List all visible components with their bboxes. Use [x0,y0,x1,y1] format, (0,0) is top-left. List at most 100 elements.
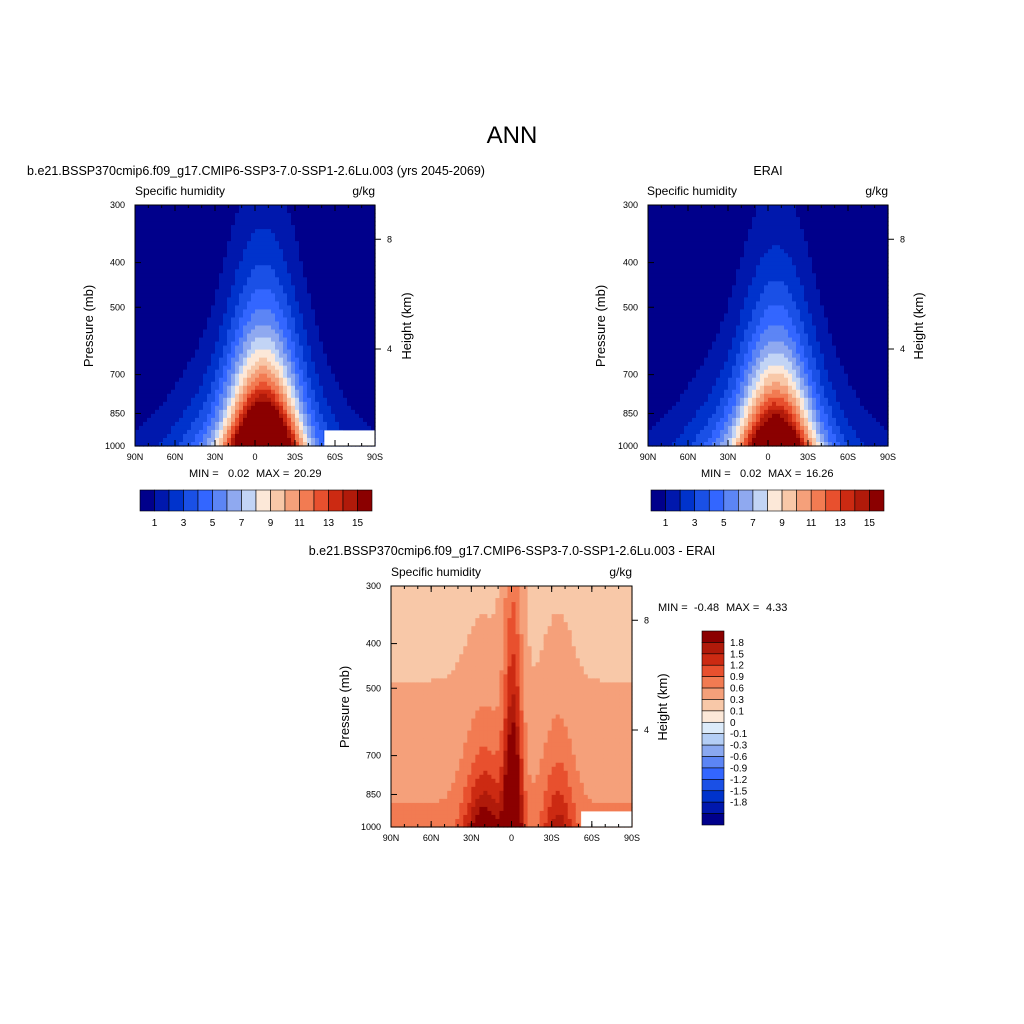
field-cell [179,285,184,290]
field-cell [139,269,144,274]
field-cell [347,369,352,375]
field-cell [668,389,673,395]
field-cell [299,441,304,447]
field-cell [684,217,689,222]
field-cell [732,237,737,242]
field-cell [367,225,372,230]
field-cell [311,229,316,234]
field-cell [191,257,196,262]
field-cell [187,293,192,298]
field-cell [664,377,669,383]
field-cell [708,237,713,242]
field-cell [183,289,188,294]
field-cell [243,249,248,254]
field-cell [275,261,280,266]
field-cell [355,353,360,359]
field-cell [263,301,268,307]
field-cell [139,353,144,359]
field-cell [287,293,292,298]
field-cell [155,365,160,371]
field-cell [187,221,192,226]
field-cell [696,305,701,311]
field-cell [183,345,188,351]
field-cell [339,377,344,383]
field-cell [271,325,276,331]
colorbar-box [168,489,184,512]
field-cell [199,421,204,427]
field-cell [219,209,224,214]
field-cell [359,421,364,427]
field-cell [183,269,188,274]
field-cell [351,401,356,407]
field-cell [227,221,232,226]
field-cell [207,301,212,307]
field-cell [295,433,300,439]
field-cell [347,261,352,266]
field-cell [263,433,268,439]
field-cell [708,277,713,282]
field-cell [203,413,208,419]
field-cell [271,437,276,443]
field-cell [672,309,677,315]
field-cell [175,329,180,335]
field-cell [219,353,224,359]
field-cell [235,393,240,399]
field-cell [267,397,272,403]
field-cell [195,369,200,375]
field-cell [247,217,252,222]
field-cell [684,397,689,403]
panel-model-ylabel-right: Height (km) [399,292,414,359]
field-cell [219,249,224,254]
field-cell [183,313,188,319]
field-cell [247,357,252,363]
field-cell [319,373,324,379]
field-cell [207,397,212,403]
field-cell [263,289,268,294]
field-cell [255,385,260,391]
field-cell [359,389,364,395]
field-cell [219,213,224,218]
field-cell [263,297,268,302]
field-cell [247,321,252,327]
field-cell [175,341,180,347]
field-cell [724,209,729,214]
field-cell [335,313,340,319]
field-cell [135,429,140,435]
field-cell [275,421,280,427]
colorbar-label: 5 [210,518,216,529]
field-cell [652,297,657,302]
field-cell [676,397,681,403]
field-cell [195,365,200,371]
field-cell [299,261,304,266]
field-cell [728,285,733,290]
field-cell [323,237,328,242]
field-cell [255,281,260,286]
field-cell [343,233,348,238]
field-cell [311,405,316,411]
field-cell [275,217,280,222]
field-cell [203,357,208,363]
field-cell [363,337,368,343]
field-cell [191,269,196,274]
field-cell [219,297,224,302]
field-cell [231,285,236,290]
panel-model-right-label: g/kg [352,184,375,198]
field-cell [191,405,196,411]
field-cell [255,221,260,226]
field-cell [239,269,244,274]
field-cell [327,257,332,262]
field-cell [239,365,244,371]
field-cell [251,225,256,230]
field-cell [696,209,701,214]
field-cell [680,413,685,419]
field-cell [239,305,244,311]
field-cell [171,301,176,307]
field-cell [347,397,352,403]
field-cell [271,417,276,423]
field-cell [724,385,729,391]
field-cell [211,429,216,435]
field-cell [219,377,224,383]
field-cell [716,369,721,375]
field-cell [331,357,336,363]
field-cell [664,381,669,387]
